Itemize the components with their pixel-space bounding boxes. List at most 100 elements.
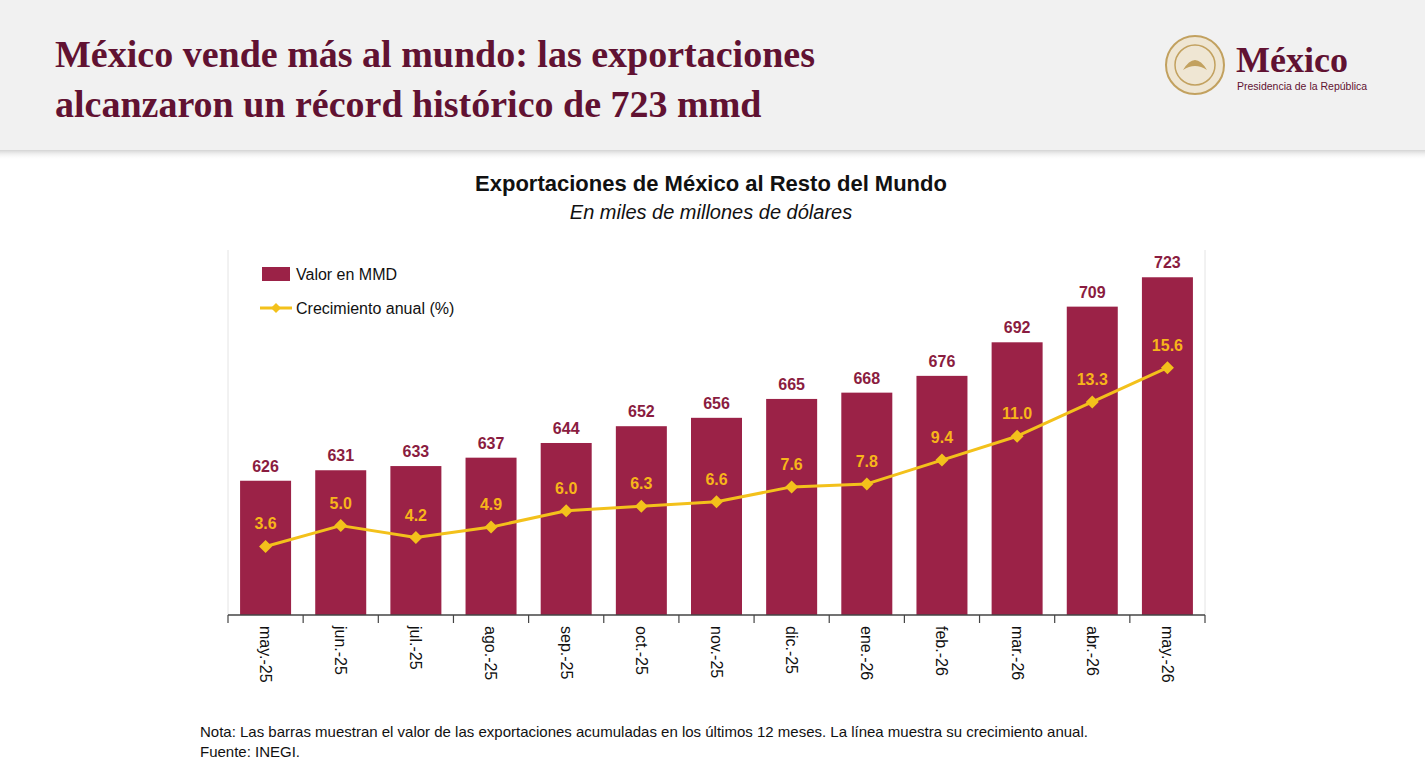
line-marker — [334, 519, 347, 532]
header-title: alcanzaron un récord histórico de 723 mm… — [55, 83, 761, 125]
x-tick-label: may.-26 — [1159, 626, 1176, 683]
growth-value-label: 6.0 — [555, 480, 577, 497]
footnote: Nota: Las barras muestran el valor de la… — [200, 723, 1088, 740]
bar — [315, 470, 366, 615]
bar-value-label: 626 — [252, 458, 279, 475]
growth-value-label: 4.2 — [405, 507, 427, 524]
line-marker — [409, 531, 422, 544]
y-axis-line — [228, 250, 229, 615]
bar-value-label: 665 — [778, 376, 805, 393]
growth-value-label: 9.4 — [931, 429, 953, 446]
bar — [992, 342, 1043, 615]
bar — [1067, 307, 1118, 615]
x-tick-mark — [378, 615, 379, 623]
header-band — [0, 0, 1425, 150]
bar-value-label: 692 — [1004, 319, 1031, 336]
bar — [390, 466, 441, 615]
line-marker — [935, 454, 948, 467]
bar — [841, 393, 892, 615]
line-marker — [259, 540, 272, 553]
bar-value-label: 644 — [553, 420, 580, 437]
bar — [916, 376, 967, 615]
emblem-ring — [1166, 36, 1224, 94]
growth-value-label: 3.6 — [254, 515, 276, 532]
legend-marker — [271, 303, 281, 313]
x-tick-mark — [678, 615, 679, 623]
growth-value-label: 15.6 — [1152, 337, 1183, 354]
x-tick-label: abr.-26 — [1084, 626, 1101, 676]
x-tick-mark — [829, 615, 830, 623]
line-marker — [560, 504, 573, 517]
x-tick-label: nov.-25 — [708, 626, 725, 678]
legend-swatch — [262, 267, 290, 281]
bar-value-label: 631 — [327, 447, 354, 464]
x-tick-label: jun.-25 — [332, 625, 349, 675]
chart-title: Exportaciones de México al Resto del Mun… — [475, 171, 947, 196]
bar — [541, 443, 592, 615]
bar — [766, 399, 817, 615]
bar-value-label: 723 — [1154, 254, 1181, 271]
y2-axis-line — [1205, 250, 1206, 615]
emblem-eagle — [1183, 60, 1207, 70]
bar — [1142, 277, 1193, 615]
bar — [466, 458, 517, 615]
growth-value-label: 6.6 — [705, 471, 727, 488]
legend: Valor en MMDCrecimiento anual (%) — [260, 266, 454, 317]
growth-value-label: 4.9 — [480, 496, 502, 513]
x-tick-mark — [303, 615, 304, 623]
chart-canvas: México vende más al mundo: las exportaci… — [0, 0, 1425, 783]
header-title: México vende más al mundo: las exportaci… — [55, 33, 815, 75]
x-tick-label: feb.-26 — [933, 626, 950, 676]
line-marker — [860, 477, 873, 490]
bar-value-label: 633 — [403, 443, 430, 460]
bar-value-label: 637 — [478, 435, 505, 452]
bar — [240, 481, 291, 615]
growth-value-label: 11.0 — [1002, 405, 1032, 422]
bar-value-label: 709 — [1079, 284, 1106, 301]
logo-emblem — [1166, 36, 1224, 94]
x-tick-label: sep.-25 — [558, 626, 575, 679]
x-tick-label: ago.-25 — [482, 626, 499, 680]
growth-value-label: 6.3 — [630, 475, 652, 492]
plot-marks — [240, 277, 1193, 615]
x-tick-mark — [904, 615, 905, 623]
growth-value-label: 13.3 — [1077, 371, 1108, 388]
bar — [691, 418, 742, 615]
x-axis-line — [228, 614, 1205, 615]
growth-value-label: 7.6 — [781, 456, 803, 473]
line-marker — [485, 521, 498, 534]
line-marker — [710, 495, 723, 508]
growth-value-label: 7.8 — [856, 453, 878, 470]
emblem-inner — [1175, 45, 1215, 85]
bar — [616, 426, 667, 615]
chart-subtitle: En miles de millones de dólares — [570, 201, 852, 223]
bar-value-label: 652 — [628, 403, 655, 420]
legend-label: Valor en MMD — [296, 266, 397, 283]
x-tick-label: oct.-25 — [633, 626, 650, 675]
x-tick-label: may.-25 — [257, 626, 274, 683]
page: {"header": {"title_lines": ["México vend… — [0, 0, 1425, 783]
x-tick-mark — [453, 615, 454, 623]
logo-subtitle: Presidencia de la República — [1237, 80, 1367, 92]
line-marker — [1011, 430, 1024, 443]
x-tick-mark — [603, 615, 604, 623]
source-note: Fuente: INEGI. — [200, 743, 300, 760]
x-tick-mark — [1054, 615, 1055, 623]
x-tick-label: ene.-26 — [858, 626, 875, 680]
header-shadow — [0, 150, 1425, 160]
x-tick-mark — [528, 615, 529, 623]
x-tick-mark — [753, 615, 754, 623]
x-tick-mark — [1129, 615, 1130, 623]
line-marker — [1161, 361, 1174, 374]
x-tick-mark — [227, 615, 228, 623]
x-tick-label: mar.-26 — [1009, 626, 1026, 680]
line-marker — [785, 480, 798, 493]
line-marker — [635, 500, 648, 513]
x-tick-label: dic.-25 — [783, 626, 800, 674]
x-tick-mark — [979, 615, 980, 623]
logo-text: México — [1236, 40, 1348, 80]
line-marker — [1086, 395, 1099, 408]
bar-value-label: 668 — [853, 370, 880, 387]
x-tick-mark — [1204, 615, 1205, 623]
x-tick-label: jul.-25 — [407, 625, 424, 670]
